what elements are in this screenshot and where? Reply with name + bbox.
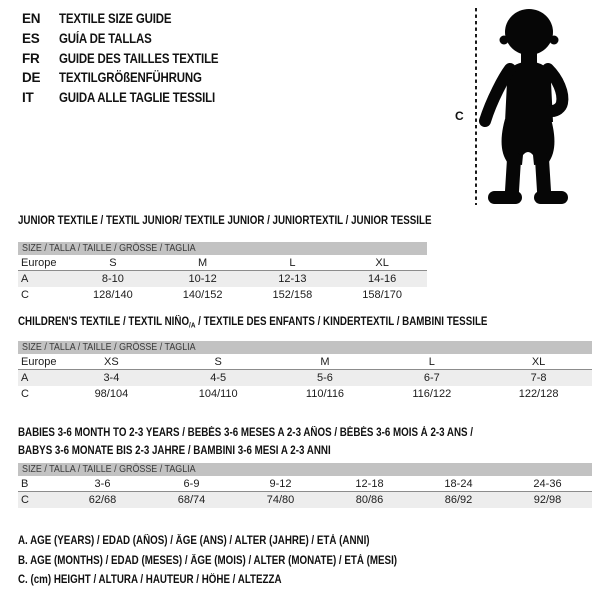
guide-title: TEXTILGRÖßENFÜHRUNG (59, 70, 202, 86)
table-row-height: C 98/104 104/110 110/116 116/122 122/128 (18, 386, 592, 402)
size-header-text: SIZE / TALLA / TAILLE / GRÖSSE / TAGLIA (22, 242, 196, 254)
table-row-height: C 62/68 68/74 74/80 80/86 86/92 92/98 (18, 492, 592, 508)
babies-size-table: SIZE / TALLA / TAILLE / GRÖSSE / TAGLIA … (18, 463, 592, 508)
legend-line-a: A. AGE (YEARS) / EDAD (AÑOS) / ÂGE (ANS)… (18, 535, 370, 547)
row-label: B (21, 477, 29, 490)
nino-a-subscript: /A (189, 320, 196, 330)
baby-silhouette (479, 9, 569, 204)
size-cell: XS (104, 355, 119, 368)
guide-title: TEXTILE SIZE GUIDE (59, 11, 172, 27)
months-cell: 3-6 (94, 477, 111, 490)
table-row-months: B 3-6 6-9 9-12 12-18 18-24 24-36 (18, 476, 592, 492)
baby-silhouette-figure: C (455, 8, 569, 205)
row-label: C (21, 494, 29, 506)
height-cell: 158/170 (362, 289, 402, 301)
age-cell: 10-12 (188, 273, 217, 285)
size-cell: L (289, 256, 296, 269)
size-cell: L (428, 355, 435, 368)
height-cell: 92/98 (533, 494, 562, 506)
months-cell: 24-36 (533, 477, 562, 490)
age-cell: 3-4 (103, 372, 120, 384)
babies-section-heading: BABIES 3-6 MONTH TO 2-3 YEARS / BEBÉS 3-… (18, 424, 553, 460)
size-cell: XL (531, 355, 546, 368)
language-row: FR GUIDE DES TAILLES TEXTILE (22, 48, 247, 68)
size-cell: S (214, 355, 222, 368)
age-cell: 12-13 (278, 273, 307, 285)
size-cell: M (198, 256, 208, 269)
babies-heading-line1: BABIES 3-6 MONTH TO 2-3 YEARS / BEBÉS 3-… (18, 427, 474, 439)
legend: A. AGE (YEARS) / EDAD (AÑOS) / ÂGE (ANS)… (18, 532, 464, 591)
language-row: DE TEXTILGRÖßENFÜHRUNG (22, 68, 247, 88)
junior-size-table: SIZE / TALLA / TAILLE / GRÖSSE / TAGLIA … (18, 242, 427, 303)
row-label: C (21, 388, 29, 400)
size-header-text: SIZE / TALLA / TAILLE / GRÖSSE / TAGLIA (22, 341, 196, 353)
language-code: ES (22, 31, 40, 47)
height-cell: 140/152 (182, 289, 223, 301)
age-cell: 8-10 (101, 273, 124, 285)
height-cell: 122/128 (518, 388, 559, 400)
junior-heading-text: JUNIOR TEXTILE / TEXTIL JUNIOR/ TEXTILE … (18, 215, 432, 227)
guide-title: GUÍA DE TALLAS (59, 31, 152, 47)
row-label: A (21, 372, 29, 384)
months-cell: 18-24 (444, 477, 473, 490)
age-cell: 14-16 (368, 273, 397, 285)
row-label: Europe (21, 355, 57, 368)
size-header-bar: SIZE / TALLA / TAILLE / GRÖSSE / TAGLIA (18, 242, 427, 255)
language-code: EN (22, 11, 41, 27)
height-cell: 152/158 (272, 289, 313, 301)
junior-section-heading: JUNIOR TEXTILE / TEXTIL JUNIOR/ TEXTILE … (18, 215, 504, 228)
table-row-age: A 3-4 4-5 5-6 6-7 7-8 (18, 370, 592, 386)
guide-title: GUIDE DES TAILLES TEXTILE (59, 50, 219, 66)
children-heading-text: CHILDREN'S TEXTILE / TEXTIL NIÑO/A / TEX… (18, 316, 488, 330)
row-label: C (21, 289, 29, 301)
guide-title: GUIDA ALLE TAGLIE TESSILI (59, 90, 215, 106)
height-cell: 80/86 (355, 494, 384, 506)
legend-line-b: B. AGE (MONTHS) / EDAD (MESES) / ÂGE (MO… (18, 554, 398, 567)
legend-line-c: C. (cm) HEIGHT / ALTURA / HAUTEUR / HÖHE… (18, 574, 282, 586)
children-section-heading: CHILDREN'S TEXTILE / TEXTIL NIÑO/A / TEX… (18, 316, 570, 332)
months-cell: 6-9 (183, 477, 200, 490)
language-row: IT GUIDA ALLE TAGLIE TESSILI (22, 88, 247, 108)
language-row: ES GUÍA DE TALLAS (22, 29, 247, 49)
height-cell: 86/92 (444, 494, 473, 506)
row-label: Europe (21, 256, 57, 269)
age-cell: 5-6 (317, 372, 333, 384)
height-cell: 116/122 (412, 388, 452, 400)
size-cell: M (320, 355, 330, 368)
babies-heading-line2: BABYS 3-6 MONATE BIS 2-3 JAHRE / BAMBINI… (18, 445, 331, 457)
size-cell: S (109, 256, 117, 269)
height-label: C (455, 109, 464, 123)
age-cell: 7-8 (530, 372, 547, 384)
size-header-bar: SIZE / TALLA / TAILLE / GRÖSSE / TAGLIA (18, 341, 592, 354)
height-cell: 110/116 (305, 388, 345, 400)
height-cell: 104/110 (198, 388, 238, 400)
language-code: FR (22, 50, 40, 66)
language-code: DE (22, 70, 41, 86)
size-header-bar: SIZE / TALLA / TAILLE / GRÖSSE / TAGLIA (18, 463, 592, 476)
height-cell: 74/80 (266, 494, 295, 506)
language-row: EN TEXTILE SIZE GUIDE (22, 9, 247, 29)
size-header-text: SIZE / TALLA / TAILLE / GRÖSSE / TAGLIA (22, 463, 196, 475)
months-cell: 12-18 (355, 477, 384, 490)
language-code: IT (22, 90, 34, 106)
age-cell: 6-7 (423, 372, 440, 384)
size-cell: XL (375, 256, 389, 269)
height-cell: 68/74 (177, 494, 206, 506)
language-title-list: EN TEXTILE SIZE GUIDE ES GUÍA DE TALLAS … (22, 9, 247, 107)
children-size-table: SIZE / TALLA / TAILLE / GRÖSSE / TAGLIA … (18, 341, 592, 402)
months-cell: 9-12 (269, 477, 292, 490)
row-label: A (21, 273, 29, 285)
table-row-height: C 128/140 140/152 152/158 158/170 (18, 287, 427, 303)
height-cell: 62/68 (88, 494, 117, 506)
table-row-europe: Europe XS S M L XL (18, 354, 592, 370)
table-row-europe: Europe S M L XL (18, 255, 427, 271)
height-cell: 98/104 (94, 388, 129, 400)
table-row-age: A 8-10 10-12 12-13 14-16 (18, 271, 427, 287)
height-cell: 128/140 (92, 289, 133, 301)
age-cell: 4-5 (210, 372, 227, 384)
